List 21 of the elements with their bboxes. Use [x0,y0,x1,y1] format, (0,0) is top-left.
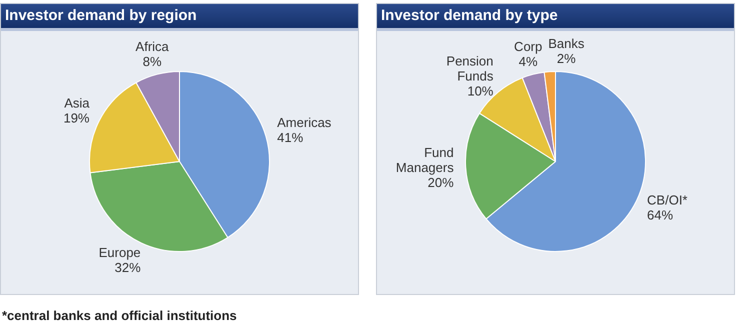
data-label: 64% [647,207,674,222]
chart-title: Investor demand by region [1,4,358,31]
data-label: 20% [428,174,454,190]
data-label: 2% [556,50,576,66]
data-label: 32% [114,260,142,276]
slice-label: Banks [548,36,585,51]
data-label: 4% [518,54,538,70]
slice-label: Pension Funds [446,53,494,84]
slice-label: Africa [136,39,170,54]
chart-title: Investor demand by type [377,4,734,31]
slice-label: Corp [514,39,542,54]
slice-label: Asia [64,96,90,111]
slice-label: CB/OI* [647,192,688,208]
data-label: 41% [277,130,304,145]
data-label: 19% [63,110,90,126]
data-label: 10% [467,83,494,98]
slice-label: Fund Managers [396,144,454,175]
slice-label: Americas [277,114,332,130]
text: *central banks and official institutions [2,308,237,323]
data-label: 8% [142,54,162,70]
slice-label: Europe [98,245,141,260]
